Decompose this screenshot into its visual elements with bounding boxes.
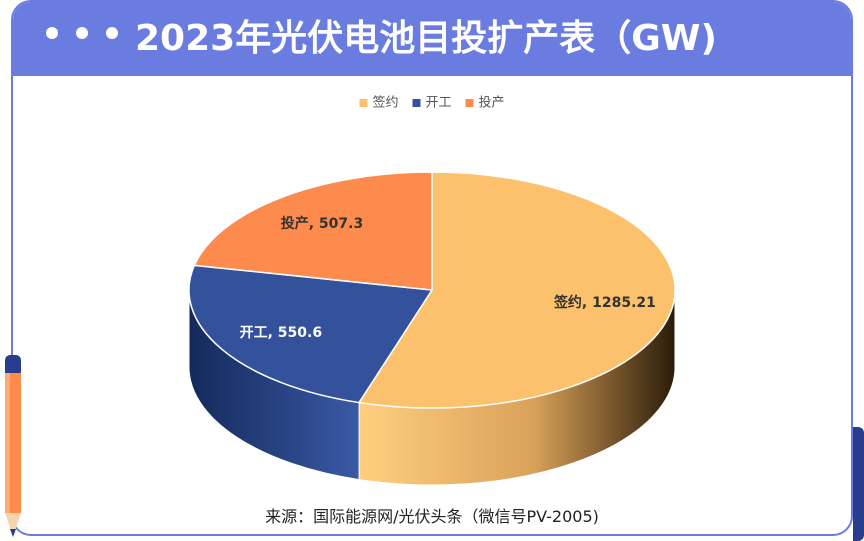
pie-slice-投产[interactable] bbox=[193, 171, 433, 291]
data-labels: 签约, 1285.21 开工, 550.6 投产, 507.3 bbox=[240, 215, 656, 341]
dot-icon bbox=[106, 27, 118, 39]
legend-label-开工[interactable]: 开工 bbox=[426, 96, 452, 111]
legend: 签约 开工 投产 bbox=[359, 95, 505, 111]
pie-slice-签约[interactable] bbox=[358, 171, 676, 409]
side-tab bbox=[853, 427, 864, 541]
data-label-签约: 签约, 1285.21 bbox=[553, 294, 656, 311]
legend-label-签约[interactable]: 签约 bbox=[373, 95, 399, 111]
title-bar: 2023年光伏电池目投扩产表（GW) bbox=[13, 2, 851, 76]
legend-swatch-投产 bbox=[465, 99, 474, 107]
legend-swatch-签约 bbox=[359, 99, 368, 107]
pencil-icon bbox=[5, 355, 21, 537]
source-note: 来源：国际能源网/光伏头条（微信号PV-2005) bbox=[265, 507, 599, 526]
window-dots bbox=[46, 27, 118, 39]
legend-label-投产[interactable]: 投产 bbox=[479, 95, 505, 111]
legend-swatch-开工 bbox=[412, 99, 421, 107]
pie-slices bbox=[188, 171, 676, 409]
data-label-开工: 开工, 550.6 bbox=[240, 325, 322, 341]
pie-slice-开工[interactable] bbox=[188, 264, 433, 404]
dot-icon bbox=[46, 27, 58, 39]
dot-icon bbox=[76, 27, 88, 39]
chart-title: 2023年光伏电池目投扩产表（GW) bbox=[135, 18, 717, 59]
data-label-投产: 投产, 507.3 bbox=[281, 215, 363, 232]
